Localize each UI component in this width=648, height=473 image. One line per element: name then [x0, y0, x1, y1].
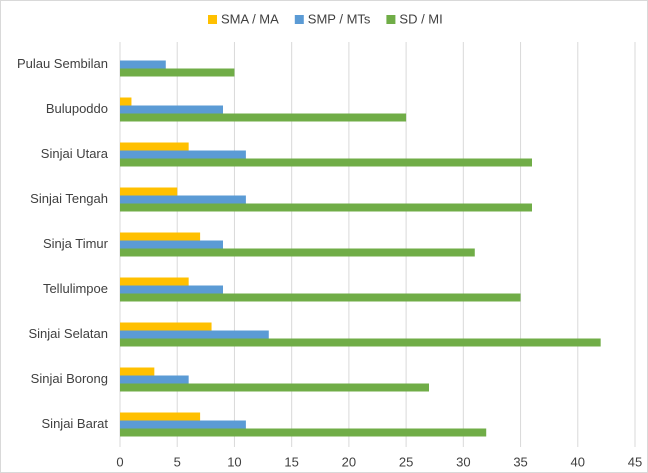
- y-tick-label: Sinjai Barat: [42, 416, 109, 431]
- x-tick-label: 40: [571, 454, 585, 469]
- y-tick-label: Sinjai Selatan: [29, 326, 109, 341]
- bar: [120, 277, 189, 286]
- legend-swatch: [386, 15, 396, 24]
- y-tick-label: Tellulimpoe: [43, 281, 108, 296]
- bar: [120, 68, 235, 77]
- y-tick-label: Sinja Timur: [43, 236, 109, 251]
- bar: [120, 240, 223, 249]
- bar: [120, 187, 178, 196]
- x-tick-label: 45: [628, 454, 642, 469]
- bar: [120, 322, 212, 331]
- legend-label: SMP / MTs: [308, 11, 371, 26]
- bar: [120, 383, 429, 392]
- bar: [120, 158, 532, 167]
- bar: [120, 142, 189, 151]
- bar: [120, 428, 487, 437]
- bar: [120, 412, 201, 421]
- legend-label: SMA / MA: [221, 11, 279, 26]
- y-tick-label: Bulupoddo: [46, 101, 108, 116]
- y-tick-label: Sinjai Tengah: [30, 191, 108, 206]
- y-tick-label: Sinjai Utara: [41, 146, 109, 161]
- bar: [120, 293, 521, 302]
- bar: [120, 248, 475, 257]
- bar: [120, 367, 155, 376]
- bar: [120, 338, 601, 347]
- legend-swatch: [294, 15, 304, 24]
- bar: [120, 375, 189, 384]
- bar: [120, 105, 223, 114]
- x-tick-label: 30: [456, 454, 470, 469]
- bar: [120, 97, 132, 106]
- bar: [120, 232, 201, 241]
- bar: [120, 113, 407, 122]
- x-tick-label: 35: [513, 454, 527, 469]
- x-tick-label: 25: [399, 454, 413, 469]
- bar: [120, 285, 223, 294]
- legend-label: SD / MI: [399, 11, 442, 26]
- x-tick-label: 20: [342, 454, 356, 469]
- bar: [120, 60, 166, 69]
- bar: [120, 203, 532, 212]
- bar: [120, 420, 246, 429]
- x-tick-label: 0: [116, 454, 123, 469]
- legend-swatch: [208, 15, 217, 24]
- bar: [120, 195, 246, 204]
- y-tick-label: Pulau Sembilan: [17, 56, 108, 71]
- x-tick-label: 15: [284, 454, 298, 469]
- y-tick-label: Sinjai Borong: [31, 371, 108, 386]
- bar: [120, 150, 246, 159]
- x-tick-label: 10: [227, 454, 241, 469]
- bar: [120, 330, 269, 339]
- x-tick-label: 5: [174, 454, 181, 469]
